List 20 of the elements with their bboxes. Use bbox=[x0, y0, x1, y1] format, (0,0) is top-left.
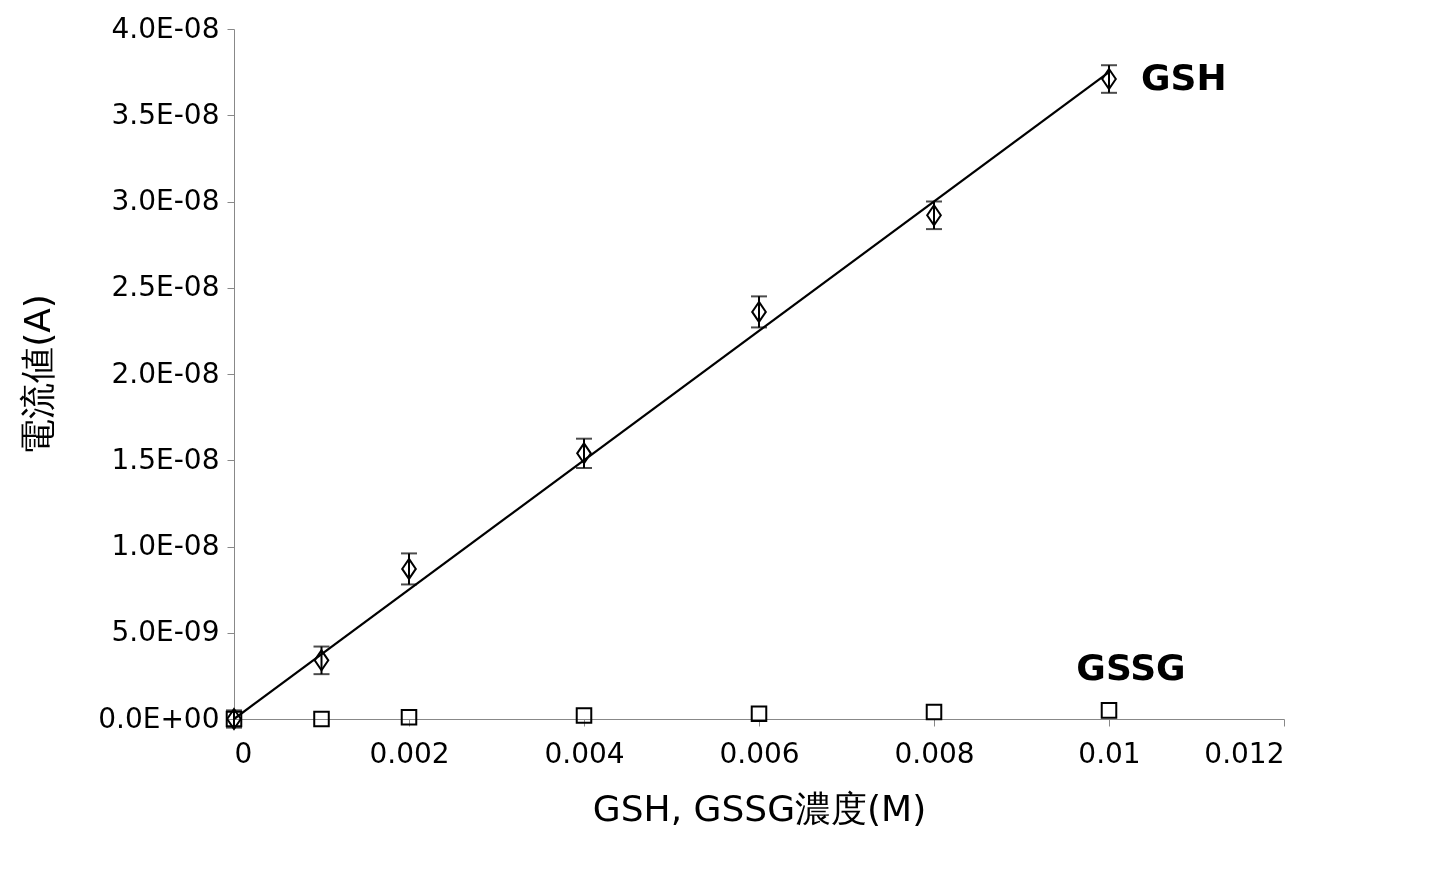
y-tick-label: 2.5E-08 bbox=[111, 270, 220, 304]
x-tick-label: 0.008 bbox=[894, 736, 975, 770]
x-tick-label: 0.012 bbox=[1204, 736, 1285, 770]
series-label: GSH bbox=[1141, 57, 1227, 99]
x-tick-label: 0.006 bbox=[719, 736, 800, 770]
x-tick-label: 0.004 bbox=[544, 736, 625, 770]
y-tick-label: 3.5E-08 bbox=[111, 97, 220, 131]
x-tick-label: 0 bbox=[234, 736, 253, 770]
y-tick-label: 1.5E-08 bbox=[111, 442, 220, 476]
y-tick-label: 5.0E-09 bbox=[111, 615, 220, 649]
y-tick-label: 4.0E-08 bbox=[111, 11, 220, 45]
y-tick-label: 1.0E-08 bbox=[111, 529, 220, 562]
y-tick-label: 3.0E-08 bbox=[111, 184, 220, 217]
x-tick-label: 0.01 bbox=[1078, 736, 1141, 770]
y-axis-title: 電流値(A) bbox=[17, 294, 59, 455]
series-label: GSSG bbox=[1076, 647, 1186, 689]
y-tick-label: 0.0E+00 bbox=[98, 701, 220, 735]
y-tick-label: 2.0E-08 bbox=[111, 356, 220, 390]
x-tick-label: 0.002 bbox=[369, 736, 450, 770]
x-axis-title: GSH, GSSG濃度(M) bbox=[592, 787, 927, 829]
